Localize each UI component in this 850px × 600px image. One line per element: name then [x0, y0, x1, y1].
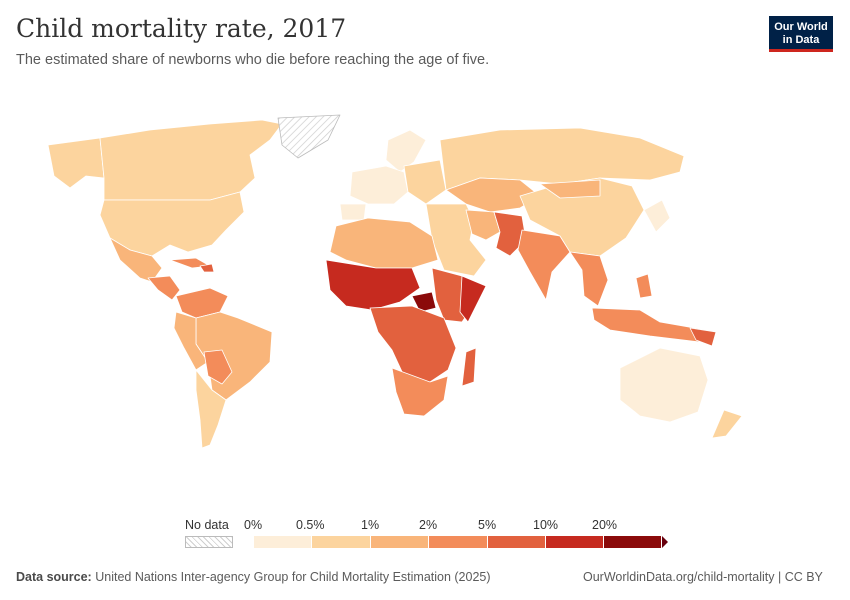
legend-color-bin[interactable] [254, 536, 312, 548]
region-madagascar[interactable] [461, 347, 477, 387]
region-japan-korea[interactable] [643, 199, 671, 233]
legend-tick-label: 0.5% [296, 518, 325, 532]
legend-color-bin[interactable] [429, 536, 488, 548]
region-philippines[interactable] [635, 273, 653, 299]
region-south-sudan[interactable] [411, 291, 437, 313]
chart-subtitle: The estimated share of newborns who die … [16, 52, 490, 68]
footer-source-prefix: Data source: [16, 570, 92, 584]
region-southern-africa[interactable] [391, 367, 449, 417]
legend-scale-arrow [662, 536, 668, 548]
region-southeast-asia[interactable] [569, 251, 609, 307]
legend-color-bin[interactable] [371, 536, 429, 548]
legend-no-data-swatch [185, 536, 233, 548]
legend-tick-label: 1% [361, 518, 380, 532]
region-scandinavia[interactable] [385, 129, 427, 173]
region-north-africa[interactable] [329, 217, 439, 269]
legend-color-bin[interactable] [546, 536, 604, 548]
region-eastern-europe[interactable] [403, 159, 447, 205]
region-central-america[interactable] [147, 275, 181, 301]
legend-color-bin[interactable] [488, 536, 546, 548]
footer-source-text[interactable]: United Nations Inter-agency Group for Ch… [95, 570, 491, 584]
region-bolivia-paraguay[interactable] [203, 349, 233, 385]
region-haiti[interactable] [199, 263, 215, 273]
footer-source: Data source: United Nations Inter-agency… [16, 570, 491, 584]
region-mongolia[interactable] [539, 179, 601, 199]
region-canada[interactable] [99, 119, 283, 201]
legend-tick-label: 10% [533, 518, 559, 532]
region-india[interactable] [517, 229, 571, 301]
region-argentina-chile[interactable] [195, 369, 227, 449]
region-pakistan-afghanistan[interactable] [493, 211, 527, 257]
legend-color-bin[interactable] [604, 536, 662, 548]
region-somalia[interactable] [459, 275, 487, 323]
region-greenland[interactable] [277, 114, 341, 159]
footer-url[interactable]: OurWorldinData.org/child-mortality | CC … [583, 570, 823, 584]
region-china[interactable] [519, 177, 645, 257]
region-mexico[interactable] [109, 237, 163, 283]
legend-tick-label: 5% [478, 518, 497, 532]
legend-tick-label: 2% [419, 518, 438, 532]
logo-line-2: in Data [782, 34, 820, 46]
legend-tick-label: 0% [244, 518, 263, 532]
owid-logo[interactable]: Our World in Data [769, 16, 833, 52]
world-map[interactable] [0, 100, 850, 520]
region-indonesia[interactable] [591, 307, 707, 343]
region-central-africa[interactable] [369, 305, 457, 383]
legend-no-data-label: No data [185, 518, 229, 532]
region-peru-ecuador[interactable] [173, 311, 209, 371]
region-iran[interactable] [465, 209, 501, 241]
region-alaska[interactable] [47, 137, 105, 189]
region-sahel-west-africa[interactable] [325, 259, 421, 311]
logo-line-1: Our World [774, 21, 828, 33]
legend-tick-label: 20% [592, 518, 618, 532]
region-australia[interactable] [619, 347, 709, 423]
region-papua-new-guinea[interactable] [689, 327, 717, 347]
region-new-zealand[interactable] [711, 409, 743, 439]
region-western-europe[interactable] [349, 165, 409, 205]
legend-color-bin[interactable] [312, 536, 371, 548]
chart-title: Child mortality rate, 2017 [16, 14, 347, 43]
region-iberia[interactable] [339, 203, 367, 221]
